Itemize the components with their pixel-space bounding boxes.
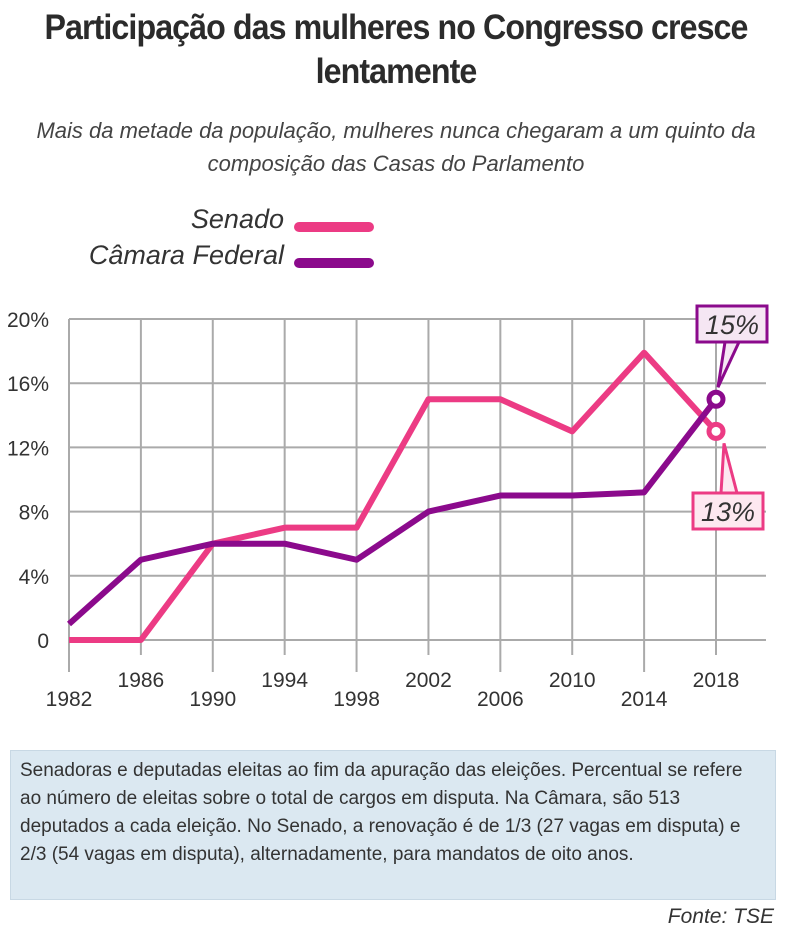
x-tick-label: 1998 [333, 688, 380, 711]
callout-box [695, 304, 769, 344]
end-marker [706, 421, 726, 441]
x-tick-label: 2018 [693, 669, 740, 692]
chart-title: Participação das mulheres no Congresso c… [44, 8, 748, 91]
footnote: Senadoras e deputadas eleitas ao fim da … [10, 750, 776, 900]
legend-senado-label: Senado [190, 204, 284, 234]
callout-pointer [716, 341, 741, 388]
callout-pointer [719, 442, 739, 494]
end-marker [706, 389, 726, 409]
x-tick-label: 1986 [118, 669, 165, 692]
callout-label-senado: 13% [701, 497, 755, 527]
y-tick-label: 16% [7, 373, 49, 396]
y-tick-label: 12% [7, 437, 49, 460]
y-tick-label: 20% [7, 309, 49, 332]
x-tick-label: 2014 [621, 688, 668, 711]
legend-camara-label: Câmara Federal [88, 240, 284, 270]
line-chart: 0 4% 8% 12% 16% 20% 1982 1986 1990 1994 1998 2002 20… [7, 304, 769, 711]
legend-camara-swatch [294, 258, 374, 268]
x-tick-label: 1982 [46, 688, 93, 711]
y-tick-label: 8% [19, 502, 49, 525]
x-tick-label: 2006 [477, 688, 524, 711]
callout-label-camara: 15% [705, 310, 759, 340]
x-tick-label: 2010 [549, 669, 596, 692]
chart-subtitle: Mais da metade da população, mulheres nu… [36, 118, 756, 176]
x-tick-label: 2002 [405, 669, 452, 692]
x-tick-label: 1990 [189, 688, 236, 711]
series-line-camara [67, 397, 719, 627]
source: Fonte: TSE [667, 905, 774, 928]
series-line-senado [69, 349, 719, 643]
y-tick-label: 4% [19, 566, 49, 589]
callout-box [691, 491, 765, 531]
x-tick-label: 1994 [261, 669, 308, 692]
legend-senado-swatch [294, 222, 374, 232]
y-tick-label: 0 [37, 630, 49, 653]
